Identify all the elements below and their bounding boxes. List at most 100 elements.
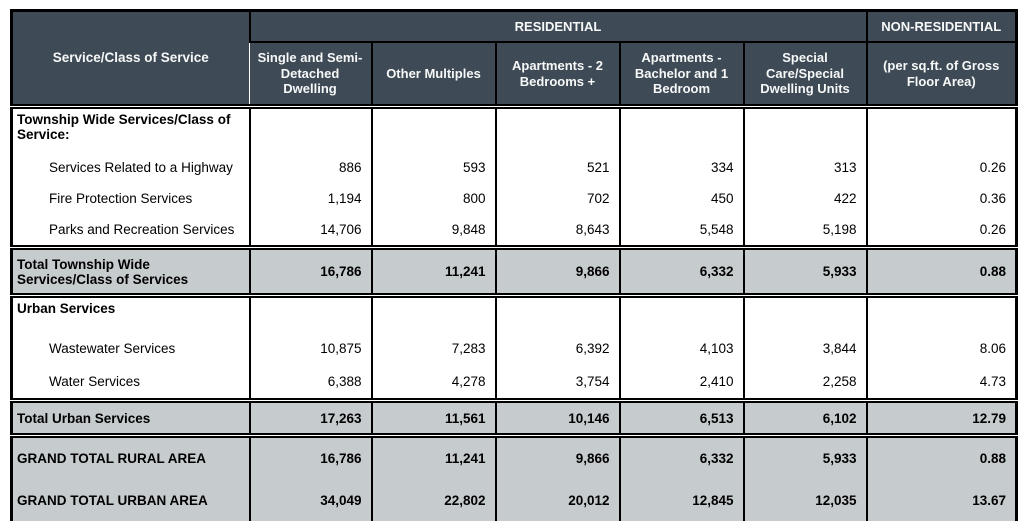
non-residential-group-header: NON-RESIDENTIAL xyxy=(865,10,1017,43)
grand-total-label-cell: GRAND TOTAL URBAN AREA xyxy=(11,479,250,521)
value-cell: 5,933 xyxy=(742,245,867,296)
table-header: Service/Class of Service RESIDENTIAL NON… xyxy=(11,10,1017,108)
value-cell: 6,392 xyxy=(494,332,620,365)
column-header-other-multiples: Other Multiples xyxy=(370,42,496,107)
value-cell xyxy=(370,293,496,332)
value-cell: 5,548 xyxy=(618,214,744,248)
data-row-fire-protection: Fire Protection Services 1,194 800 702 4… xyxy=(11,183,1017,214)
value-cell: 12,035 xyxy=(742,479,867,521)
value-cell: 886 xyxy=(248,152,372,183)
column-header-apartments-bachelor-1br: Apartments - Bachelor and 1 Bedroom xyxy=(618,42,744,107)
value-cell: 2,410 xyxy=(618,365,744,401)
section-label-cell: Township Wide Services/Class of Service: xyxy=(11,104,250,152)
value-cell: 6,388 xyxy=(248,365,372,401)
value-cell: 11,241 xyxy=(370,433,496,479)
grand-total-row-urban: GRAND TOTAL URBAN AREA 34,049 22,802 20,… xyxy=(11,479,1017,521)
value-cell: 800 xyxy=(370,183,496,214)
value-cell: 10,875 xyxy=(248,332,372,365)
value-cell: 14,706 xyxy=(248,214,372,248)
header-group-row: Service/Class of Service RESIDENTIAL NON… xyxy=(11,10,1017,108)
value-cell: 6,102 xyxy=(742,398,867,436)
value-cell: 9,866 xyxy=(494,433,620,479)
value-cell: 5,198 xyxy=(742,214,867,248)
value-cell: 11,561 xyxy=(370,398,496,436)
value-cell: 4,278 xyxy=(370,365,496,401)
table-body: Township Wide Services/Class of Service:… xyxy=(11,104,1017,521)
value-cell: 5,933 xyxy=(742,433,867,479)
value-cell xyxy=(248,104,372,152)
value-cell: 34,049 xyxy=(248,479,372,521)
row-label-cell: Fire Protection Services xyxy=(11,183,250,214)
corner-header-cell: Service/Class of Service xyxy=(11,10,250,108)
total-row-urban-services: Total Urban Services 17,263 11,561 10,14… xyxy=(11,398,1017,436)
value-cell: 593 xyxy=(370,152,496,183)
value-cell: 10,146 xyxy=(494,398,620,436)
grand-total-label-cell: GRAND TOTAL RURAL AREA xyxy=(11,433,250,479)
value-cell: 16,786 xyxy=(248,245,372,296)
value-cell: 12.79 xyxy=(865,398,1017,436)
value-cell: 6,332 xyxy=(618,245,744,296)
value-cell: 12,845 xyxy=(618,479,744,521)
value-cell: 313 xyxy=(742,152,867,183)
grand-total-row-rural: GRAND TOTAL RURAL AREA 16,786 11,241 9,8… xyxy=(11,433,1017,479)
data-row-water: Water Services 6,388 4,278 3,754 2,410 2… xyxy=(11,365,1017,401)
value-cell xyxy=(618,104,744,152)
value-cell: 0.88 xyxy=(865,245,1017,296)
value-cell: 3,754 xyxy=(494,365,620,401)
column-header-special-care: Special Care/Special Dwelling Units xyxy=(742,42,867,107)
residential-group-header: RESIDENTIAL xyxy=(248,10,867,43)
value-cell: 0.26 xyxy=(865,152,1017,183)
value-cell: 6,513 xyxy=(618,398,744,436)
total-label-cell: Total Urban Services xyxy=(11,398,250,436)
value-cell: 16,786 xyxy=(248,433,372,479)
value-cell: 0.26 xyxy=(865,214,1017,248)
value-cell: 3,844 xyxy=(742,332,867,365)
column-header-apartments-2br: Apartments - 2 Bedrooms + xyxy=(494,42,620,107)
value-cell: 0.36 xyxy=(865,183,1017,214)
value-cell: 20,012 xyxy=(494,479,620,521)
value-cell: 2,258 xyxy=(742,365,867,401)
value-cell xyxy=(865,104,1017,152)
row-label-cell: Services Related to a Highway xyxy=(11,152,250,183)
value-cell xyxy=(742,104,867,152)
value-cell: 702 xyxy=(494,183,620,214)
section-row-urban-services: Urban Services xyxy=(11,293,1017,332)
value-cell xyxy=(494,104,620,152)
value-cell: 6,332 xyxy=(618,433,744,479)
value-cell xyxy=(248,293,372,332)
row-label-cell: Parks and Recreation Services xyxy=(11,214,250,248)
data-row-parks-recreation: Parks and Recreation Services 14,706 9,8… xyxy=(11,214,1017,248)
value-cell: 4.73 xyxy=(865,365,1017,401)
value-cell: 17,263 xyxy=(248,398,372,436)
data-row-wastewater: Wastewater Services 10,875 7,283 6,392 4… xyxy=(11,332,1017,365)
value-cell: 450 xyxy=(618,183,744,214)
value-cell: 8,643 xyxy=(494,214,620,248)
value-cell: 13.67 xyxy=(865,479,1017,521)
column-header-non-residential-rate: (per sq.ft. of Gross Floor Area) xyxy=(865,42,1017,107)
total-row-township-wide: Total Township Wide Services/Class of Se… xyxy=(11,245,1017,296)
value-cell xyxy=(742,293,867,332)
value-cell: 11,241 xyxy=(370,245,496,296)
value-cell: 9,848 xyxy=(370,214,496,248)
value-cell: 1,194 xyxy=(248,183,372,214)
row-label-cell: Water Services xyxy=(11,365,250,401)
value-cell xyxy=(865,293,1017,332)
value-cell: 7,283 xyxy=(370,332,496,365)
value-cell: 334 xyxy=(618,152,744,183)
column-header-single-semi-detached: Single and Semi-Detached Dwelling xyxy=(249,42,372,107)
development-charges-table: Service/Class of Service RESIDENTIAL NON… xyxy=(10,9,1018,521)
value-cell xyxy=(618,293,744,332)
value-cell xyxy=(494,293,620,332)
header-columns-row: Single and Semi-Detached Dwelling Other … xyxy=(12,42,1017,107)
value-cell: 0.88 xyxy=(865,433,1017,479)
section-row-township-wide: Township Wide Services/Class of Service: xyxy=(11,104,1017,152)
value-cell: 9,866 xyxy=(494,245,620,296)
row-label-cell: Wastewater Services xyxy=(11,332,250,365)
value-cell xyxy=(370,104,496,152)
data-row-services-highway: Services Related to a Highway 886 593 52… xyxy=(11,152,1017,183)
value-cell: 521 xyxy=(494,152,620,183)
value-cell: 422 xyxy=(742,183,867,214)
value-cell: 8.06 xyxy=(865,332,1017,365)
section-label-cell: Urban Services xyxy=(11,293,250,332)
